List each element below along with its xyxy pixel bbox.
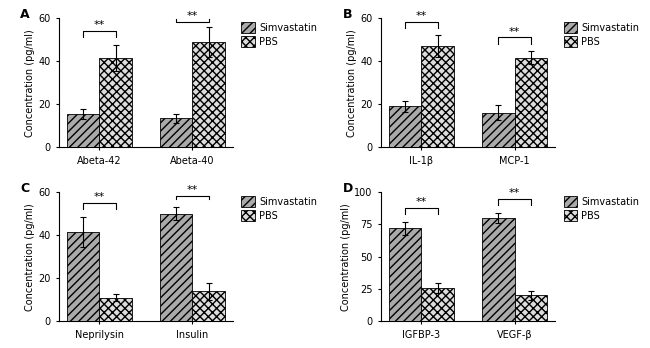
Bar — [67, 114, 99, 147]
Text: A: A — [20, 8, 30, 21]
Bar — [421, 288, 454, 321]
Bar — [99, 58, 132, 147]
Text: **: ** — [94, 192, 105, 202]
Y-axis label: Concentration (pg/ml): Concentration (pg/ml) — [348, 29, 358, 136]
Text: **: ** — [187, 185, 198, 195]
Y-axis label: Concentration (pg/ml): Concentration (pg/ml) — [25, 203, 35, 310]
Text: **: ** — [416, 197, 427, 207]
Text: **: ** — [509, 26, 520, 37]
Bar — [67, 232, 99, 321]
Bar — [192, 291, 225, 321]
Y-axis label: Concentration (pg/ml): Concentration (pg/ml) — [341, 203, 352, 310]
Bar — [515, 58, 547, 147]
Bar — [515, 295, 547, 321]
Legend: Simvastatin, PBS: Simvastatin, PBS — [239, 20, 319, 49]
Bar — [99, 298, 132, 321]
Bar — [192, 42, 225, 147]
Text: B: B — [343, 8, 352, 21]
Bar — [421, 46, 454, 147]
Bar — [389, 106, 421, 147]
Text: C: C — [20, 182, 29, 195]
Text: **: ** — [509, 188, 520, 198]
Text: **: ** — [94, 20, 105, 30]
Bar — [482, 113, 515, 147]
Y-axis label: Concentration (pg/ml): Concentration (pg/ml) — [25, 29, 35, 136]
Text: **: ** — [187, 11, 198, 21]
Text: D: D — [343, 182, 353, 195]
Legend: Simvastatin, PBS: Simvastatin, PBS — [562, 194, 641, 223]
Legend: Simvastatin, PBS: Simvastatin, PBS — [239, 194, 319, 223]
Bar — [482, 218, 515, 321]
Legend: Simvastatin, PBS: Simvastatin, PBS — [562, 20, 641, 49]
Bar — [160, 214, 192, 321]
Bar — [160, 118, 192, 147]
Bar — [389, 228, 421, 321]
Text: **: ** — [416, 11, 427, 21]
